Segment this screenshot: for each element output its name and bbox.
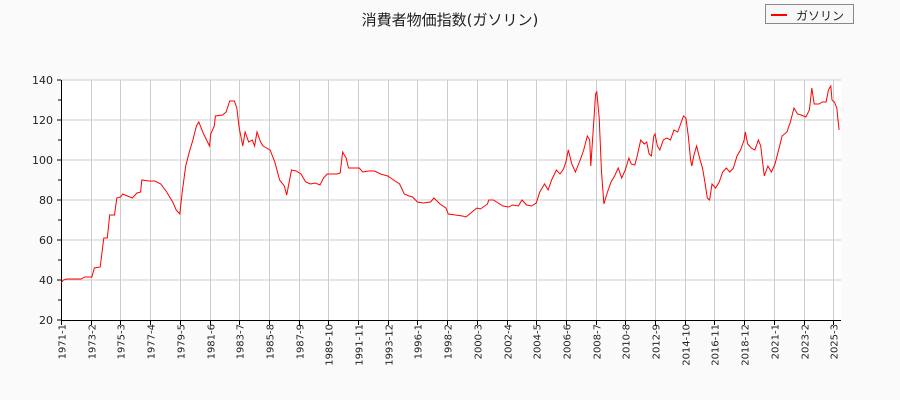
x-tick-label: 1993-12: [385, 324, 396, 366]
y-tick-label: 60: [39, 234, 53, 247]
y-tick-label: 80: [39, 194, 53, 207]
x-tick-label: 1998-2: [444, 324, 455, 359]
y-axis-ticks: 20 40 60 80 100 120 140: [32, 74, 61, 327]
series-line-gasoline: [60, 84, 840, 284]
legend-line-swatch: [771, 14, 787, 16]
x-tick-label: 2021-1: [771, 324, 782, 359]
x-tick-label: 1979-5: [177, 324, 188, 359]
legend: ガソリン: [765, 4, 854, 24]
y-tick-label: 120: [32, 114, 53, 127]
x-tick-label: 2012-9: [652, 324, 663, 359]
x-tick-label: 1996-1: [414, 324, 425, 359]
grid-lines: [61, 79, 841, 320]
x-tick-label: 2002-4: [504, 324, 515, 359]
x-tick-label: 1971-1: [58, 324, 69, 359]
x-tick-label: 2018-12: [741, 324, 752, 366]
x-tick-label: 1977-4: [147, 324, 158, 359]
x-tick-label: 2014-10: [682, 324, 693, 366]
x-axis-ticks: 1971-1 1973-2 1975-3 1977-4 1979-5 1981-6 1983…: [58, 320, 841, 366]
legend-label: ガソリン: [796, 9, 845, 23]
x-tick-label: 1991-11: [355, 324, 366, 366]
x-tick-label: 1985-8: [266, 324, 277, 359]
y-tick-label: 40: [39, 274, 53, 287]
x-tick-label: 1989-10: [325, 324, 336, 366]
x-tick-label: 2025-3: [830, 324, 841, 359]
x-tick-label: 2010-8: [622, 324, 633, 359]
chart-title: 消費者物価指数(ガソリン): [361, 11, 539, 29]
y-tick-label: 100: [32, 154, 53, 167]
x-tick-label: 2016-11: [711, 324, 722, 366]
x-tick-label: 1981-6: [207, 324, 218, 359]
x-tick-label: 1975-3: [117, 324, 128, 359]
x-tick-label: 1983-7: [236, 324, 247, 359]
axes: [61, 80, 841, 321]
x-tick-label: 1987-9: [296, 324, 307, 359]
x-tick-label: 2023-2: [801, 324, 812, 359]
y-tick-label: 20: [39, 314, 53, 327]
y-tick-label: 140: [32, 74, 53, 87]
x-tick-label: 1973-2: [88, 324, 99, 359]
x-tick-label: 2000-3: [474, 324, 485, 359]
x-tick-label: 2006-6: [563, 324, 574, 359]
x-tick-label: 2008-7: [593, 324, 604, 359]
x-tick-label: 2004-5: [533, 324, 544, 359]
